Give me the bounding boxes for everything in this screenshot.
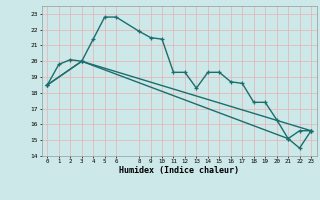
X-axis label: Humidex (Indice chaleur): Humidex (Indice chaleur) [119, 166, 239, 175]
